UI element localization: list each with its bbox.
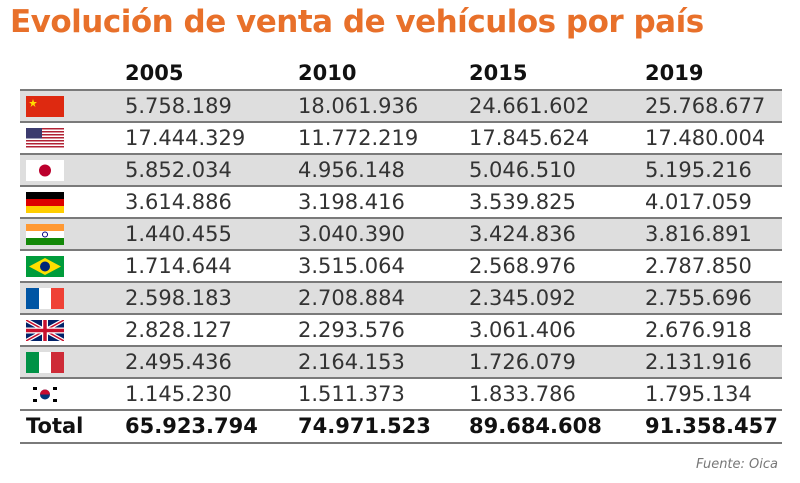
source-note: Fuente: Oica [696,457,778,472]
table-row: 1.714.644 3.515.064 2.568.976 2.787.850 [20,251,782,283]
table-cell: 17.444.329 [125,126,246,150]
south-korea-flag-icon [26,384,64,405]
total-cell: 65.923.794 [125,414,258,438]
usa-flag-icon [26,128,64,149]
total-cell: 91.358.457 [645,414,778,438]
china-flag-icon [26,96,64,117]
table-cell: 1.726.079 [469,350,576,374]
table-cell: 3.816.891 [645,222,752,246]
table-cell: 18.061.936 [298,94,419,118]
table-cell: 1.714.644 [125,254,232,278]
table-cell: 2.164.153 [298,350,405,374]
japan-flag-icon [26,160,64,181]
column-header: 2019 [645,61,704,85]
table-cell: 3.424.836 [469,222,576,246]
table-cell: 3.614.886 [125,190,232,214]
table-cell: 5.046.510 [469,158,576,182]
sales-table: 2005 2010 2015 2019 5.758.189 18.061.936 2… [20,58,782,444]
table-cell: 17.480.004 [645,126,766,150]
table-cell: 1.440.455 [125,222,232,246]
italy-flag-icon [26,352,64,373]
france-flag-icon [26,288,64,309]
table-cell: 2.131.916 [645,350,752,374]
table-cell: 1.833.786 [469,382,576,406]
germany-flag-icon [26,192,64,213]
table-cell: 2.345.092 [469,286,576,310]
column-header: 2010 [298,61,357,85]
table-cell: 2.755.696 [645,286,752,310]
table-row: 2.598.183 2.708.884 2.345.092 2.755.696 [20,283,782,315]
total-row: Total 65.923.794 74.971.523 89.684.608 9… [20,411,782,444]
table-cell: 3.198.416 [298,190,405,214]
total-label: Total [26,414,84,438]
total-cell: 74.971.523 [298,414,431,438]
table-cell: 2.293.576 [298,318,405,342]
column-header: 2015 [469,61,528,85]
column-header: 2005 [125,61,184,85]
table-cell: 17.845.624 [469,126,590,150]
table-row: 17.444.329 11.772.219 17.845.624 17.480.004 [20,123,782,155]
table-cell: 2.676.918 [645,318,752,342]
table-row: 2.828.127 2.293.576 3.061.406 2.676.918 [20,315,782,347]
table-cell: 2.828.127 [125,318,232,342]
table-cell: 3.040.390 [298,222,405,246]
table-cell: 4.017.059 [645,190,752,214]
table-row: 1.440.455 3.040.390 3.424.836 3.816.891 [20,219,782,251]
table-row: 1.145.230 1.511.373 1.833.786 1.795.134 [20,379,782,411]
table-cell: 25.768.677 [645,94,766,118]
table-row: 5.852.034 4.956.148 5.046.510 5.195.216 [20,155,782,187]
table-cell: 5.852.034 [125,158,232,182]
table-header: 2005 2010 2015 2019 [20,58,782,91]
table-cell: 2.495.436 [125,350,232,374]
table-cell: 24.661.602 [469,94,590,118]
table-row: 3.614.886 3.198.416 3.539.825 4.017.059 [20,187,782,219]
table-row: 5.758.189 18.061.936 24.661.602 25.768.677 [20,91,782,123]
table-cell: 5.195.216 [645,158,752,182]
page-title: Evolución de venta de vehículos por país [10,4,704,40]
table-cell: 3.061.406 [469,318,576,342]
total-cell: 89.684.608 [469,414,602,438]
table-cell: 3.539.825 [469,190,576,214]
table-cell: 1.795.134 [645,382,752,406]
table-cell: 2.568.976 [469,254,576,278]
table-cell: 1.511.373 [298,382,405,406]
table-cell: 1.145.230 [125,382,232,406]
table-cell: 2.787.850 [645,254,752,278]
table-row: 2.495.436 2.164.153 1.726.079 2.131.916 [20,347,782,379]
india-flag-icon [26,224,64,245]
table-cell: 11.772.219 [298,126,419,150]
brazil-flag-icon [26,256,64,277]
table-cell: 4.956.148 [298,158,405,182]
table-cell: 5.758.189 [125,94,232,118]
table-cell: 3.515.064 [298,254,405,278]
table-cell: 2.598.183 [125,286,232,310]
table-cell: 2.708.884 [298,286,405,310]
uk-flag-icon [26,320,64,341]
